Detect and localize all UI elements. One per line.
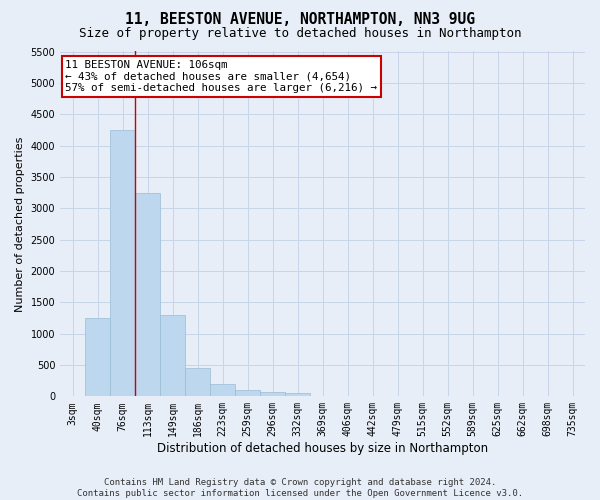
Bar <box>185 368 210 396</box>
Text: Contains HM Land Registry data © Crown copyright and database right 2024.
Contai: Contains HM Land Registry data © Crown c… <box>77 478 523 498</box>
Text: 11, BEESTON AVENUE, NORTHAMPTON, NN3 9UG: 11, BEESTON AVENUE, NORTHAMPTON, NN3 9UG <box>125 12 475 28</box>
Bar <box>160 315 185 396</box>
Bar <box>260 392 285 396</box>
Bar <box>235 390 260 396</box>
Text: 11 BEESTON AVENUE: 106sqm
← 43% of detached houses are smaller (4,654)
57% of se: 11 BEESTON AVENUE: 106sqm ← 43% of detac… <box>65 60 377 94</box>
X-axis label: Distribution of detached houses by size in Northampton: Distribution of detached houses by size … <box>157 442 488 455</box>
Bar <box>210 384 235 396</box>
Bar <box>135 192 160 396</box>
Bar <box>85 318 110 396</box>
Bar <box>110 130 135 396</box>
Y-axis label: Number of detached properties: Number of detached properties <box>15 136 25 312</box>
Text: Size of property relative to detached houses in Northampton: Size of property relative to detached ho… <box>79 28 521 40</box>
Bar <box>285 393 310 396</box>
